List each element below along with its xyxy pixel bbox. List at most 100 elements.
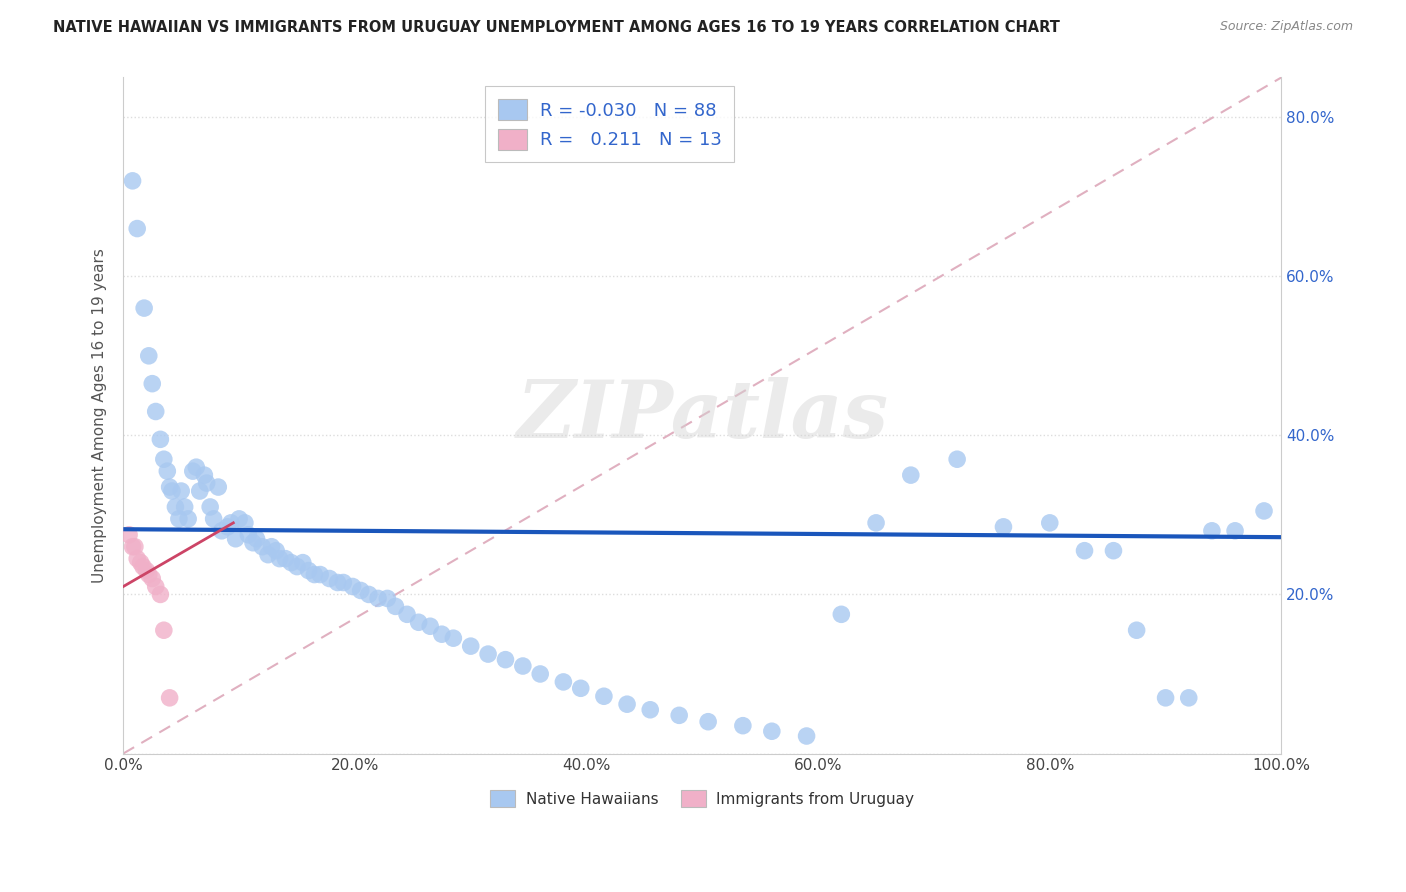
Point (342, 579, 364, 593)
Point (384, 599, 406, 614)
Point (697, 714, 720, 729)
Point (1154, 690, 1177, 705)
Text: NATIVE HAWAIIAN VS IMMIGRANTS FROM URUGUAY UNEMPLOYMENT AMONG AGES 16 TO 19 YEAR: NATIVE HAWAIIAN VS IMMIGRANTS FROM URUGU… (53, 20, 1060, 35)
Point (118, 528, 141, 542)
Point (419, 619, 441, 633)
Point (193, 468, 215, 483)
Point (1102, 543, 1125, 558)
Point (529, 667, 551, 681)
Point (1125, 624, 1147, 638)
Point (441, 631, 464, 645)
Point (121, 540, 143, 554)
Point (127, 551, 149, 566)
Point (495, 653, 517, 667)
Point (177, 512, 200, 526)
Point (149, 433, 172, 447)
Point (195, 476, 218, 491)
Point (245, 532, 267, 546)
Point (375, 591, 398, 606)
Point (280, 556, 302, 570)
Point (408, 615, 430, 630)
Point (269, 551, 291, 566)
Point (153, 452, 176, 467)
Point (156, 464, 179, 478)
Point (211, 524, 233, 538)
Point (188, 483, 211, 498)
Point (865, 516, 887, 530)
Point (1201, 524, 1223, 538)
Point (141, 376, 163, 391)
Point (1253, 504, 1275, 518)
Point (291, 556, 314, 570)
Point (153, 624, 176, 638)
Legend: Native Hawaiians, Immigrants from Uruguay: Native Hawaiians, Immigrants from Urugua… (484, 783, 921, 814)
Point (1177, 690, 1199, 705)
Point (367, 591, 389, 606)
Point (946, 452, 969, 467)
Point (141, 572, 163, 586)
Point (124, 540, 146, 554)
Point (553, 674, 575, 689)
Point (228, 512, 250, 526)
Point (830, 607, 852, 622)
Point (796, 729, 818, 743)
Point (260, 540, 283, 554)
Y-axis label: Unemployment Among Ages 16 to 19 years: Unemployment Among Ages 16 to 19 years (93, 248, 107, 582)
Point (668, 708, 690, 723)
Point (593, 690, 616, 704)
Point (242, 535, 264, 549)
Point (638, 703, 661, 717)
Point (569, 681, 592, 696)
Point (238, 528, 260, 542)
Point (264, 543, 287, 558)
Point (350, 583, 373, 598)
Point (129, 556, 152, 570)
Point (309, 567, 332, 582)
Point (145, 579, 167, 593)
Point (285, 559, 308, 574)
Point (173, 500, 195, 514)
Point (274, 551, 297, 566)
Point (395, 607, 418, 622)
Point (219, 516, 242, 530)
Text: ZIPatlas: ZIPatlas (516, 376, 889, 454)
Point (181, 464, 204, 478)
Point (135, 564, 157, 578)
Point (202, 512, 225, 526)
Point (167, 512, 190, 526)
Point (134, 301, 156, 315)
Point (252, 540, 274, 554)
Point (900, 468, 922, 483)
Point (332, 575, 354, 590)
Point (430, 627, 453, 641)
Point (225, 532, 247, 546)
Point (993, 520, 1015, 534)
Point (159, 480, 181, 494)
Point (731, 719, 754, 733)
Point (297, 564, 319, 578)
Point (159, 690, 181, 705)
Point (217, 520, 239, 534)
Point (512, 659, 534, 673)
Point (233, 516, 256, 530)
Point (318, 572, 340, 586)
Point (132, 559, 155, 574)
Point (326, 575, 349, 590)
Point (160, 483, 183, 498)
Point (121, 174, 143, 188)
Point (257, 548, 280, 562)
Point (127, 221, 149, 235)
Point (186, 460, 208, 475)
Point (477, 647, 499, 661)
Point (165, 500, 187, 514)
Point (357, 587, 380, 601)
Point (304, 567, 326, 582)
Point (138, 567, 160, 582)
Point (170, 483, 193, 498)
Text: Source: ZipAtlas.com: Source: ZipAtlas.com (1219, 20, 1353, 33)
Point (460, 639, 482, 653)
Point (138, 349, 160, 363)
Point (145, 404, 167, 418)
Point (1223, 524, 1246, 538)
Point (207, 480, 229, 494)
